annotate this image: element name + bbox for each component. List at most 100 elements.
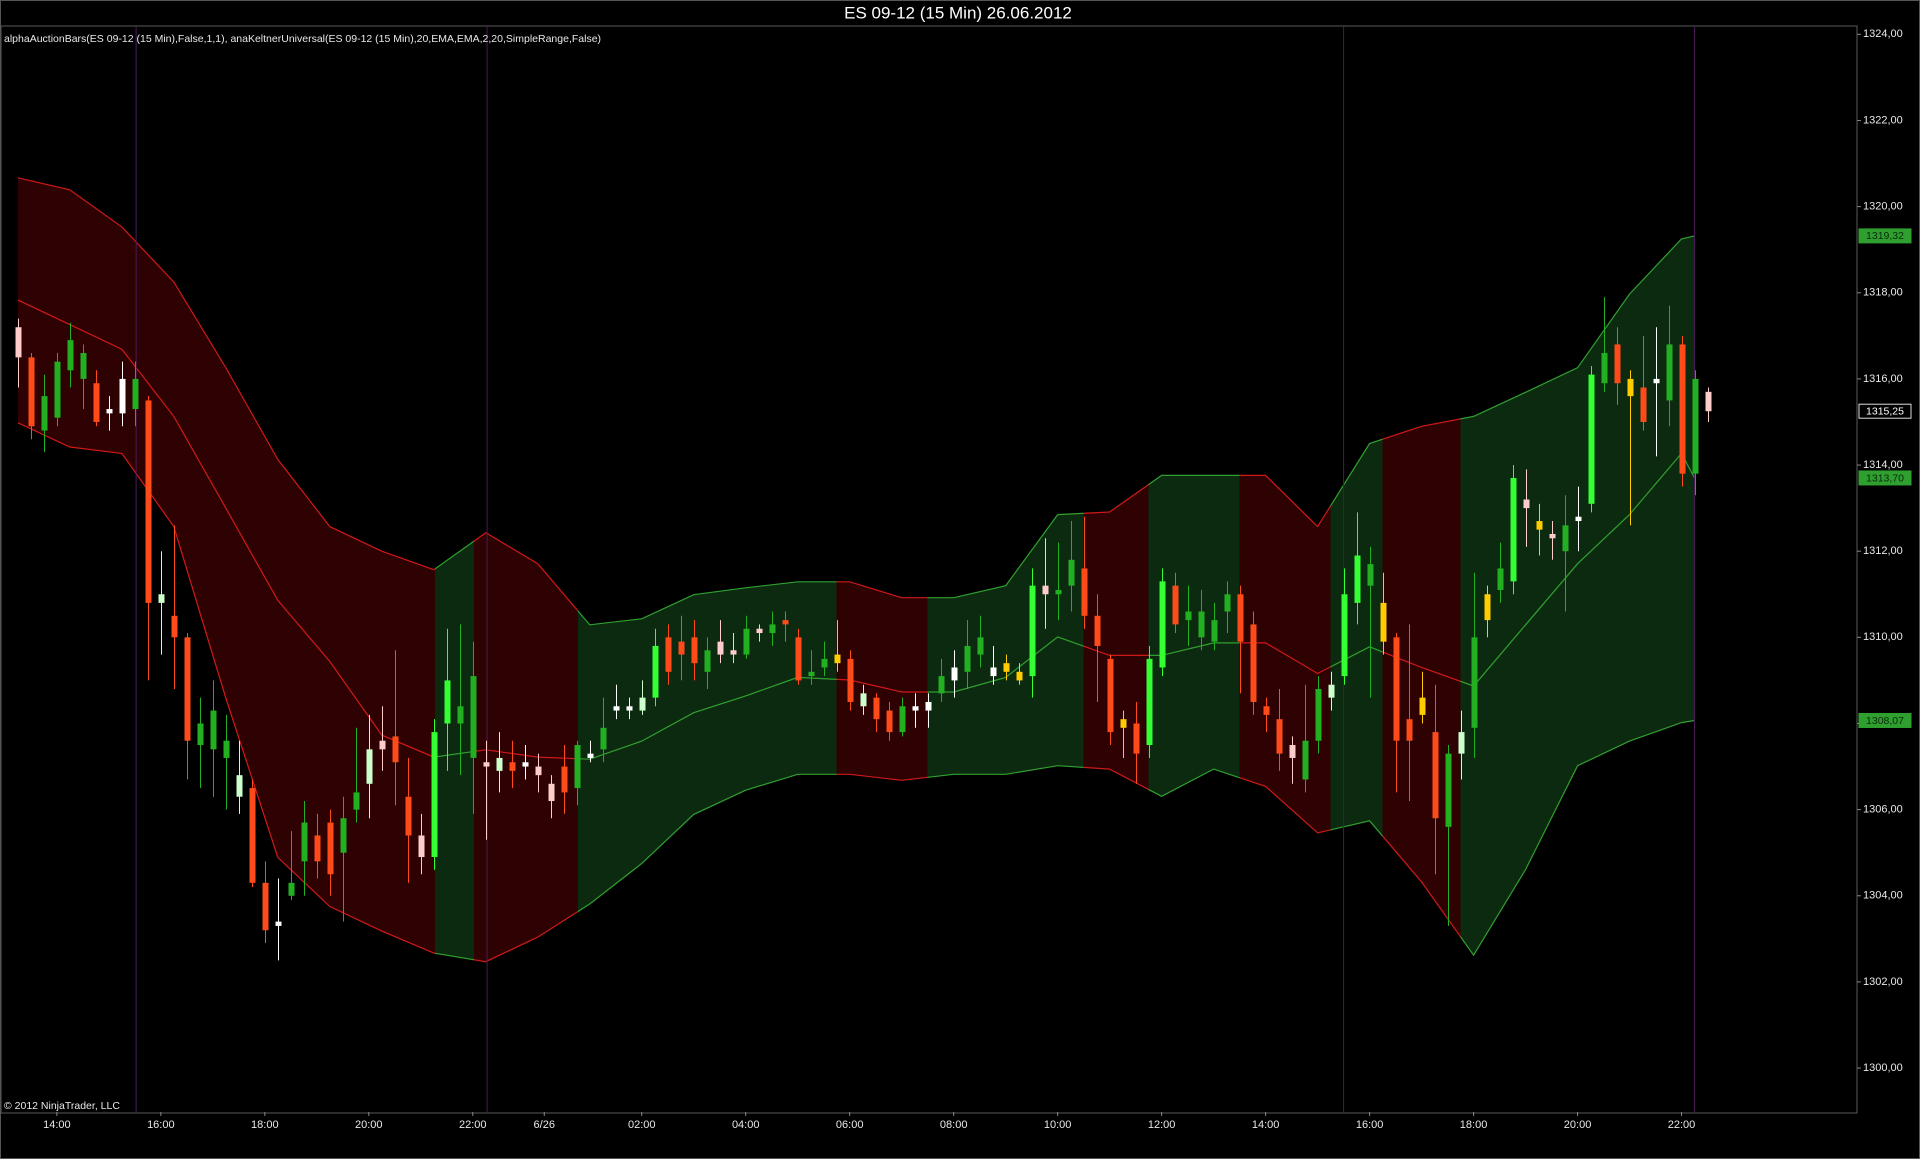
candle xyxy=(1666,305,1673,427)
candle-body xyxy=(1549,533,1556,539)
candle-body xyxy=(483,762,490,767)
candle-body xyxy=(1315,689,1322,741)
candle xyxy=(1601,297,1608,392)
candle-body xyxy=(1211,620,1218,642)
candle-body xyxy=(652,645,659,698)
candle xyxy=(1549,521,1556,560)
candle xyxy=(1419,671,1426,724)
candle xyxy=(756,624,763,642)
price-marker xyxy=(1858,470,1912,486)
candle-body xyxy=(1120,719,1127,728)
band-upper-line xyxy=(17,177,1695,626)
candle-body xyxy=(28,357,35,427)
candle-body xyxy=(1029,585,1036,677)
candle-body xyxy=(1367,564,1374,586)
candle xyxy=(1562,495,1569,612)
x-tick-label: 22:00 xyxy=(459,1119,487,1131)
candle-body xyxy=(548,783,555,802)
candle xyxy=(821,641,828,677)
candle xyxy=(1510,465,1517,595)
candle-body xyxy=(80,353,87,379)
candle-body xyxy=(158,594,165,603)
candle xyxy=(1692,370,1699,496)
candle-body xyxy=(1562,525,1569,552)
x-tick-label: 22:00 xyxy=(1668,1119,1696,1131)
candle-body xyxy=(340,818,347,853)
candle-body xyxy=(1133,723,1140,754)
x-tick-label: 14:00 xyxy=(43,1119,71,1131)
candle xyxy=(561,745,568,814)
y-tick-label: 1302,00 xyxy=(1863,976,1903,988)
candle xyxy=(1107,654,1114,746)
candle-body xyxy=(1471,637,1478,728)
candle-body xyxy=(1328,684,1335,698)
candle xyxy=(327,809,334,896)
x-tick-label: 20:00 xyxy=(355,1119,383,1131)
candle xyxy=(1341,568,1348,685)
candle-body xyxy=(288,882,295,896)
y-tick-label: 1322,00 xyxy=(1863,114,1903,126)
candle-body xyxy=(964,645,971,672)
candle xyxy=(1575,486,1582,552)
candle-body xyxy=(665,637,672,672)
copyright: © 2012 NinjaTrader, LLC xyxy=(4,1100,120,1112)
candle xyxy=(1536,503,1543,556)
candle-body xyxy=(1692,378,1699,474)
candles xyxy=(15,297,1712,961)
candle-body xyxy=(93,383,100,422)
candle-body xyxy=(1003,663,1010,672)
price-marker xyxy=(1858,403,1912,419)
candle-body xyxy=(67,340,74,371)
candle-body xyxy=(509,762,516,771)
x-tick-label: 02:00 xyxy=(628,1119,656,1131)
candle-body xyxy=(1250,624,1257,702)
candle-body xyxy=(691,637,698,664)
candle-body xyxy=(145,400,152,603)
candle xyxy=(93,370,100,427)
candle-body xyxy=(197,723,204,746)
candle xyxy=(366,714,373,819)
y-tick-label: 1312,00 xyxy=(1863,545,1903,557)
candle xyxy=(145,396,152,681)
candle xyxy=(1159,568,1166,677)
x-tick-label: 16:00 xyxy=(1356,1119,1384,1131)
y-tick-label: 1318,00 xyxy=(1863,287,1903,299)
candle-body xyxy=(171,615,178,638)
candle xyxy=(353,727,360,823)
candle-body xyxy=(587,753,594,758)
plot-area xyxy=(15,27,1712,1112)
price-marker-label: 1315,25 xyxy=(1866,405,1904,417)
candle xyxy=(1497,542,1504,603)
candle-body xyxy=(1484,594,1491,621)
candle xyxy=(1250,611,1257,715)
candle xyxy=(1198,589,1205,651)
candle-body xyxy=(353,792,360,810)
candle-body xyxy=(1536,521,1543,530)
candle-body xyxy=(1289,745,1296,758)
candle-body xyxy=(873,697,880,720)
candle xyxy=(106,396,113,431)
candle xyxy=(587,740,594,763)
candle xyxy=(873,693,880,733)
chart-title: ES 09-12 (15 Min) 26.06.2012 xyxy=(844,3,1072,22)
candle-body xyxy=(132,378,139,410)
candle-body xyxy=(1263,706,1270,715)
candle xyxy=(1458,710,1465,780)
candle xyxy=(223,714,230,810)
candle-body xyxy=(704,650,711,672)
candle-body xyxy=(847,658,854,702)
candle-body xyxy=(106,409,113,414)
candle-body xyxy=(1068,559,1075,586)
candle xyxy=(1068,521,1075,612)
candle-body xyxy=(821,658,828,668)
price-marker-label: 1308,07 xyxy=(1866,715,1904,727)
candle-body xyxy=(912,706,919,711)
candle xyxy=(340,796,347,922)
candle-body xyxy=(1523,499,1530,509)
candle xyxy=(678,615,685,681)
y-tick-label: 1300,00 xyxy=(1863,1062,1903,1074)
candle-body xyxy=(1198,611,1205,638)
candle xyxy=(1679,335,1686,487)
candle xyxy=(418,813,425,875)
candle xyxy=(1224,581,1231,634)
